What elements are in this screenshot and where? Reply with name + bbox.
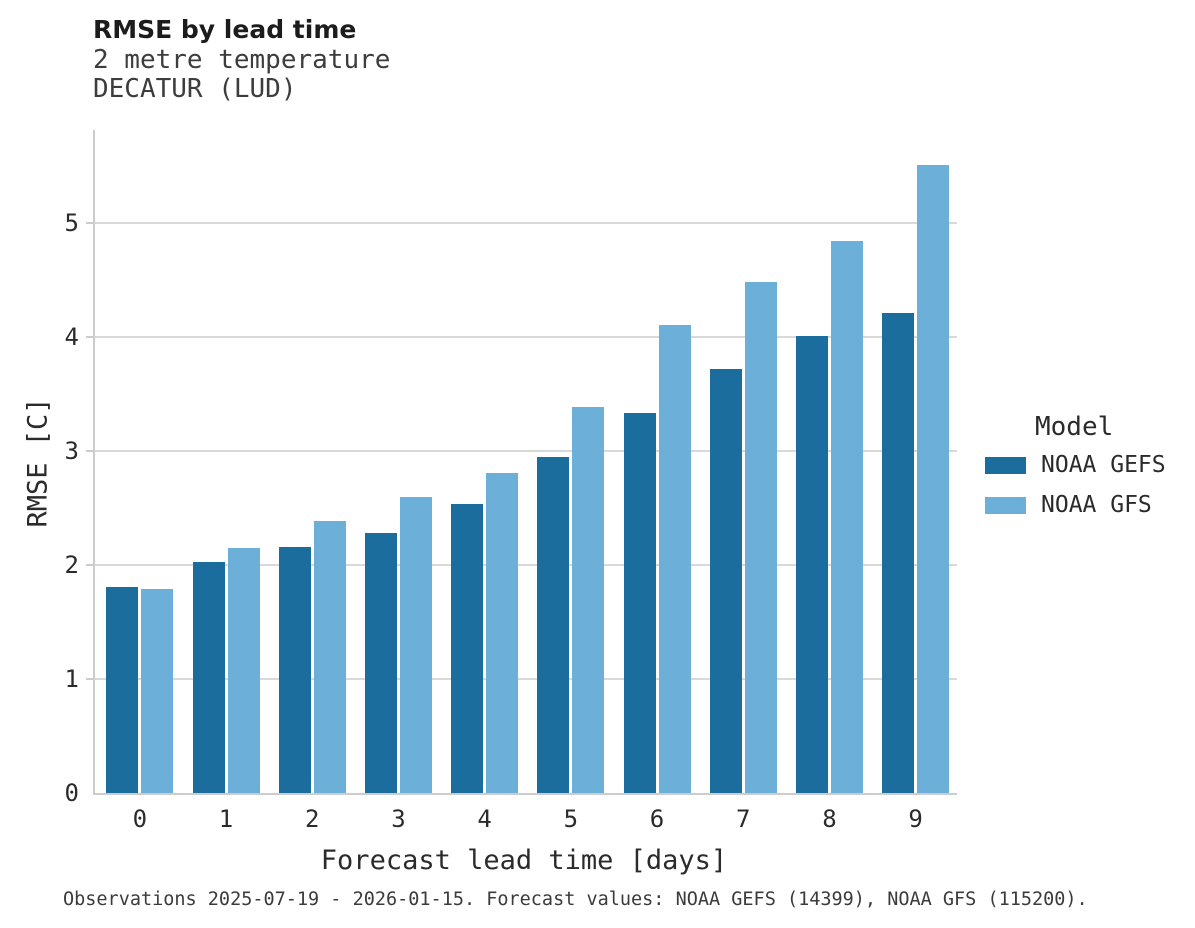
legend-label-gefs: NOAA GEFS (1041, 452, 1166, 478)
gridline (95, 678, 957, 681)
bar-noaa-gefs (451, 503, 484, 793)
x-tick-label: 4 (477, 805, 492, 833)
chart-title: RMSE by lead time (93, 15, 357, 44)
bar-noaa-gefs (882, 313, 915, 793)
caption-text: Observations 2025-07-19 - 2026-01-15. Fo… (63, 889, 1088, 910)
bar-noaa-gfs (486, 472, 519, 793)
y-tick (86, 564, 94, 567)
y-tick (86, 678, 94, 681)
x-tick-label: 5 (563, 805, 579, 833)
x-tick-label: 2 (304, 805, 320, 833)
chart-subtitle-station: DECATUR (LUD) (93, 74, 297, 104)
bar-noaa-gefs (537, 456, 570, 793)
y-tick-label: 1 (64, 665, 79, 694)
x-tick-label: 9 (908, 805, 923, 833)
y-tick-label: 0 (64, 779, 79, 807)
x-tick-label: 7 (735, 805, 751, 833)
bar-noaa-gfs (399, 496, 432, 793)
bar-noaa-gfs (141, 589, 174, 793)
y-axis-label: RMSE [C] (22, 397, 54, 528)
legend: Model NOAA GEFS NOAA GFS (985, 412, 1166, 532)
gefs-swatch-icon (985, 456, 1026, 474)
y-tick-label: 3 (64, 437, 79, 466)
bar-noaa-gefs (192, 561, 225, 793)
bar-noaa-gfs (744, 281, 777, 793)
x-tick-label: 0 (132, 805, 148, 833)
plot-area: 0 1 2 3 4 5 0 1 2 3 4 5 6 7 8 9 (65, 130, 957, 833)
bar-noaa-gfs (313, 520, 346, 793)
legend-item-gefs: NOAA GEFS (985, 452, 1166, 478)
y-tick-label: 5 (64, 209, 79, 238)
x-tick-label: 1 (218, 805, 234, 833)
legend-item-gfs: NOAA GFS (985, 492, 1166, 518)
legend-label-gfs: NOAA GFS (1041, 492, 1152, 518)
gfs-swatch-icon (985, 496, 1026, 514)
chart-header: RMSE by lead time 2 metre temperature DE… (93, 14, 390, 104)
y-tick (86, 336, 94, 339)
legend-title: Model (1035, 412, 1114, 442)
bar-noaa-gfs (658, 324, 691, 793)
x-tick-label: 6 (649, 805, 665, 833)
y-tick (86, 222, 94, 225)
bar-noaa-gefs (106, 586, 139, 793)
bar-noaa-gfs (227, 548, 260, 793)
bar-noaa-gfs (917, 165, 950, 793)
x-tick-label: 8 (822, 805, 837, 833)
bar-noaa-gfs (830, 240, 863, 793)
bar-noaa-gefs (795, 336, 828, 793)
bar-noaa-gefs (623, 412, 656, 793)
x-tick-label: 3 (391, 805, 406, 833)
bar-noaa-gefs (364, 533, 397, 793)
gridline (95, 564, 957, 567)
gridline (95, 450, 957, 453)
y-tick-label: 2 (64, 551, 79, 580)
gridline (95, 222, 957, 225)
bar-noaa-gefs (278, 546, 311, 793)
y-tick (86, 450, 94, 453)
y-tick-label: 4 (64, 323, 79, 352)
bar-noaa-gfs (572, 406, 605, 793)
gridline (95, 336, 957, 339)
bar-noaa-gefs (709, 369, 742, 793)
chart-subtitle-variable: 2 metre temperature (93, 45, 391, 75)
x-axis-label: Forecast lead time [days] (320, 845, 728, 876)
